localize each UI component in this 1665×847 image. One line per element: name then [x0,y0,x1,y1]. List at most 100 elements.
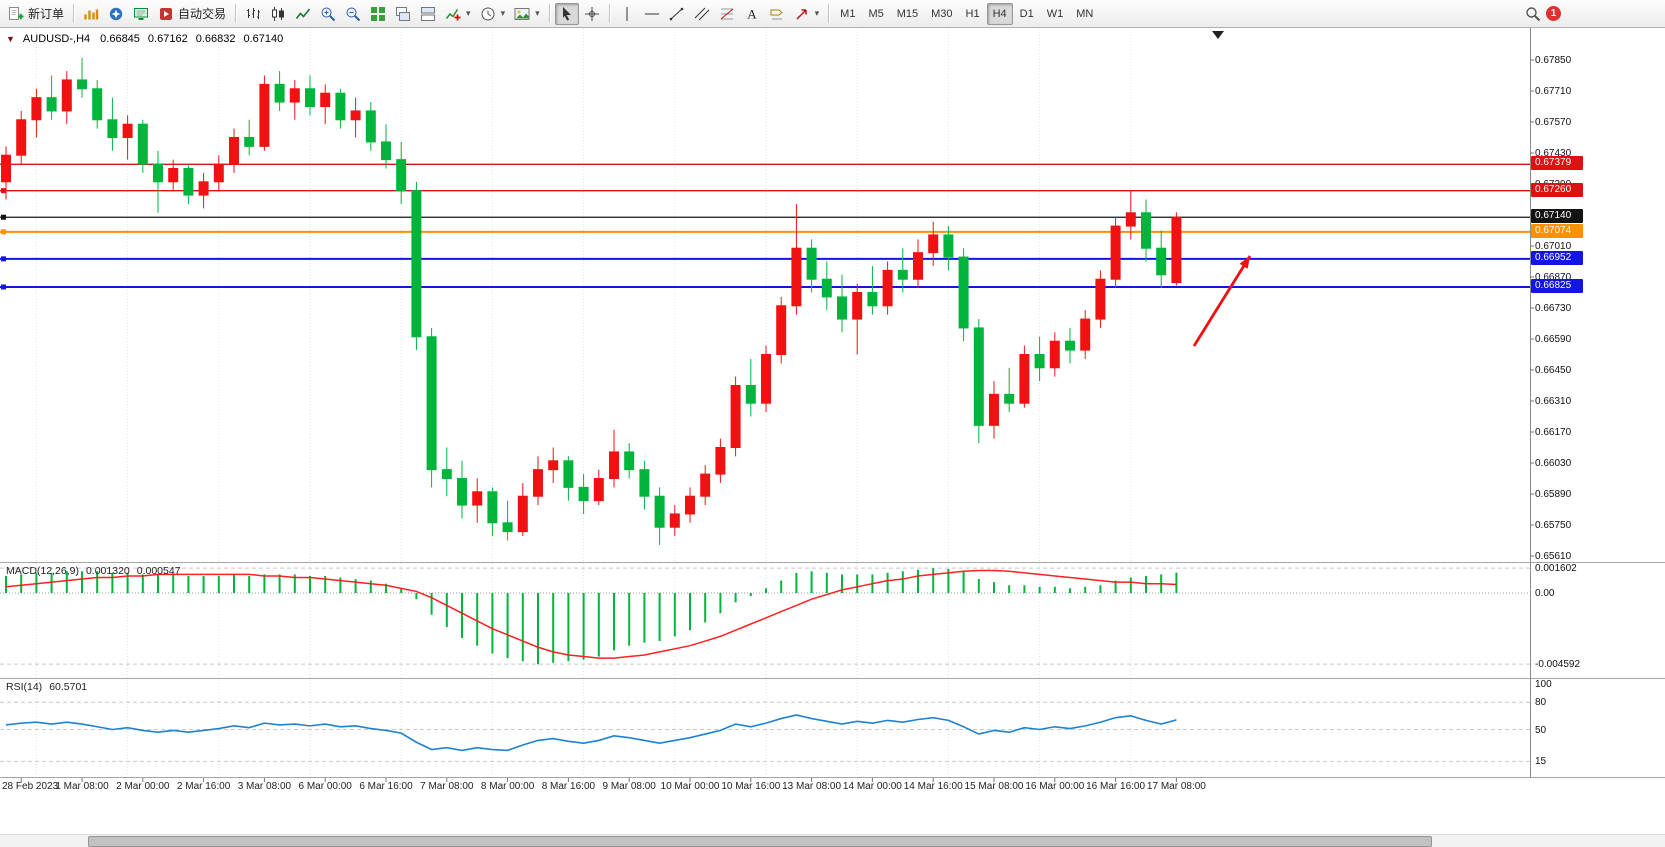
timeframe-button-D1[interactable]: D1 [1019,7,1034,20]
line-handle [1,214,6,220]
candle-body [609,451,619,480]
candle-body [335,92,346,121]
candle-body [350,110,361,121]
symbol-period-label: AUDUSD-,H4 [22,33,91,45]
notification-badge[interactable]: 1 [1546,6,1561,21]
timeframe-button-H4[interactable]: H4 [986,2,1013,25]
candle-body [563,460,574,488]
candle-body [305,88,315,107]
indicators-icon [445,8,461,20]
fibonacci-tool-button[interactable] [715,3,739,25]
search-icon [1526,6,1541,21]
macd-value: 0.001320 [85,565,130,577]
candle-body [46,97,57,112]
tile-windows-button[interactable] [366,3,390,25]
periods-button[interactable]: ▾ [476,3,510,25]
trendline-icon [669,7,683,20]
rsi-title: RSI(14) [6,681,43,693]
autotrading-button[interactable]: 自动交易 [154,3,230,25]
low-value: 0.66832 [195,33,236,45]
crosshair-button[interactable] [580,3,604,25]
open-value: 0.66845 [100,33,140,45]
candle-body [502,522,513,533]
candle-body [654,495,665,528]
cursor-button[interactable] [554,2,579,25]
candle-body [61,79,72,112]
arrows-tool-button[interactable]: ▾ [790,3,824,25]
trend-arrow [1192,255,1252,347]
timeframe-button-M15[interactable]: M15 [896,7,919,20]
timeframe-button-H1[interactable]: H1 [965,7,980,20]
horizontal-scrollbar-thumb[interactable] [88,836,1432,847]
terminal-icon [134,7,149,20]
new-order-button[interactable]: 新订单 [4,3,68,25]
toolbar-separator [548,4,550,23]
market-watch-button[interactable] [79,3,103,25]
candle-body [213,163,224,183]
candle-body [928,234,939,254]
indicators-button[interactable]: ▾ [441,3,475,25]
chart-header: ▼ AUDUSD-,H4 0.66845 0.67162 0.66832 0.6… [6,33,283,45]
vertical-line-icon [626,6,628,21]
toolbar-separator [235,4,237,23]
candle-body [1034,354,1045,369]
high-value: 0.67162 [147,33,188,45]
candle-body [837,296,847,320]
candle-body [1019,354,1030,404]
search-button[interactable] [1521,3,1545,25]
templates-button[interactable]: ▾ [510,3,544,25]
channel-tool-button[interactable] [690,3,714,25]
navigator-button[interactable] [104,3,128,25]
arrange-windows-button[interactable] [416,3,440,25]
timeframe-button-MN[interactable]: MN [1076,7,1094,20]
zoom-in-button[interactable] [316,3,340,25]
candle-body [92,88,103,121]
candle-body [685,495,695,515]
fibonacci-icon [720,8,733,19]
vertical-line-tool-button[interactable] [615,3,639,25]
candle-body [1141,212,1151,249]
close-value: 0.67140 [243,33,284,45]
line-handle [1,229,6,235]
timeframe-button-M5[interactable]: M5 [868,7,884,20]
label-tool-button[interactable] [765,3,789,25]
bar-chart-button[interactable] [241,3,265,25]
trendline-tool-button[interactable] [665,3,689,25]
candle-body [168,167,179,183]
timeframe-button-W1[interactable]: W1 [1046,7,1064,20]
horizontal-scrollbar[interactable] [0,834,1665,847]
symbol-collapse-icon[interactable]: ▼ [6,34,15,44]
text-tool-button[interactable]: A [740,3,764,25]
autotrading-icon [160,7,173,20]
text-tool-icon: A [747,6,757,21]
terminal-button[interactable] [129,3,153,25]
candle-body [897,269,908,280]
timeframe-group: M1 M5 M15 M30 H1 H4 D1 W1 MN [834,2,1099,25]
candle-body [320,92,331,107]
zoom-out-button[interactable] [341,3,365,25]
candle-body [624,451,635,471]
line-chart-button[interactable] [291,3,315,25]
dropdown-arrow-icon: ▾ [535,8,540,18]
timeframe-button-M1[interactable]: M1 [840,7,856,20]
candle-body [1004,393,1015,404]
candle-body [867,292,878,307]
candle-body [1156,247,1167,276]
timeframe-button-M30[interactable]: M30 [931,7,953,20]
cascade-windows-button[interactable] [391,3,415,25]
macd-signal-value: 0.000547 [136,565,181,577]
chart-workspace[interactable]: 0.67850 0.67710 0.67570 0.67430 0.67290 0.671… [0,28,1665,847]
candle-body [639,469,650,497]
horizontal-line-tool-button[interactable] [640,3,664,25]
candlestick-chart-button[interactable] [266,3,290,25]
line-chart-icon [295,8,311,19]
candlestick-chart-icon [272,6,285,21]
market-watch-icon [84,9,99,19]
candle-body [1095,278,1106,320]
chart-canvas[interactable] [0,28,1665,847]
crosshair-icon [584,6,599,21]
candle-body [198,181,209,196]
arrows-tool-icon [796,8,807,20]
candle-body [989,393,999,426]
toolbar-separator [608,4,610,23]
